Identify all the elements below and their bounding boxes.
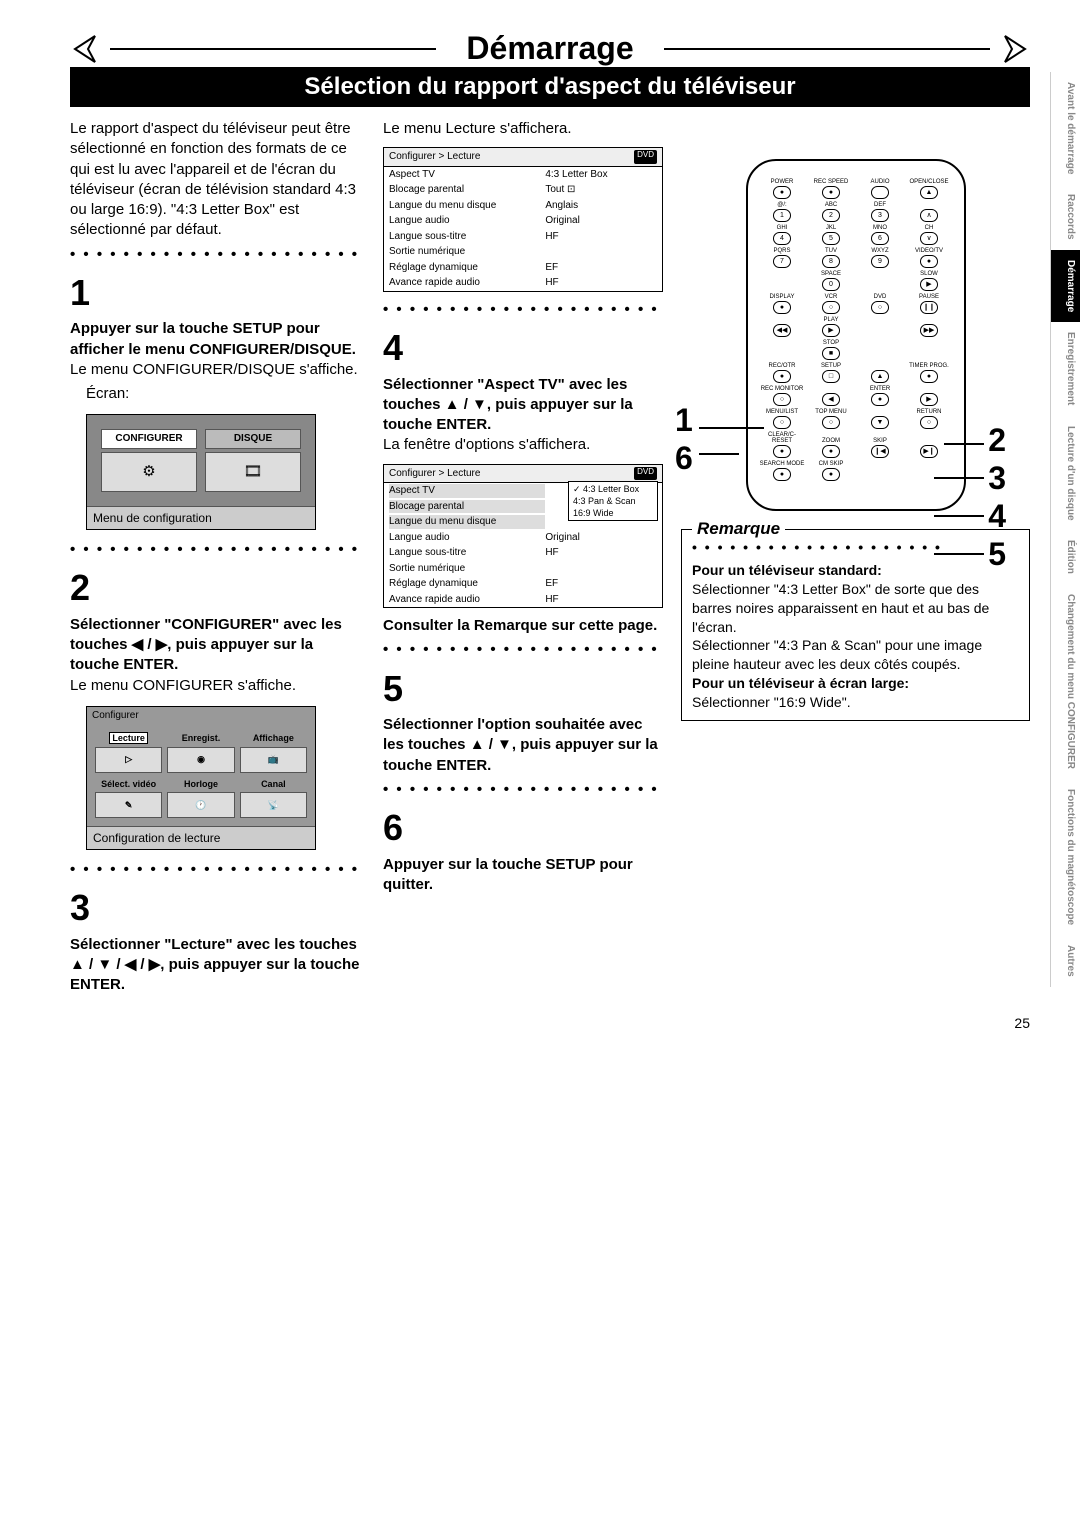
remarque-title: Remarque xyxy=(692,518,785,541)
remote-button: PLAY▶ xyxy=(809,317,854,337)
remote-button: ∧ xyxy=(907,208,952,222)
remote-button: ◀ xyxy=(809,392,854,406)
column-2: Le menu Lecture s'affichera. Configurer … xyxy=(383,119,663,995)
remote-button: DEF3 xyxy=(858,202,903,222)
page-number: 25 xyxy=(70,1015,1030,1031)
step-2-instruction: Sélectionner "CONFIGURER" avec les touch… xyxy=(70,615,365,676)
remote-button: SEARCH MODE● xyxy=(760,461,805,481)
remote-button: @/:1 xyxy=(760,202,805,222)
side-tab: Autres xyxy=(1050,935,1080,987)
step-4-instruction: Sélectionner "Aspect TV" avec les touche… xyxy=(383,375,663,436)
step-6-instruction: Appuyer sur la touche SETUP pour quitter… xyxy=(383,855,663,896)
remote-button: REC MONITOR○ xyxy=(760,386,805,406)
side-tab: Lecture d'un disque xyxy=(1050,416,1080,531)
remote-button: ▶❙ xyxy=(907,444,952,458)
side-tab: Raccords xyxy=(1050,184,1080,250)
side-tab: Démarrage xyxy=(1050,250,1080,322)
step-5-instruction: Sélectionner l'option souhaitée avec les… xyxy=(383,715,663,776)
side-tab: Enregistrement xyxy=(1050,322,1080,415)
remote-button: STOP■ xyxy=(809,340,854,360)
intro-text: Le rapport d'aspect du téléviseur peut ê… xyxy=(70,119,365,241)
remote-button: RETURN○ xyxy=(907,409,952,429)
remote-button: DVD○ xyxy=(858,294,903,314)
remote-button: ▶ xyxy=(907,392,952,406)
side-tab: Fonctions du magnétoscope xyxy=(1050,779,1080,935)
remote-button: JKL5 xyxy=(809,225,854,245)
ecran-label: Écran: xyxy=(86,384,365,404)
remote-button: ABC2 xyxy=(809,202,854,222)
consult-note: Consulter la Remarque sur cette page. xyxy=(383,616,663,636)
col2-intro: Le menu Lecture s'affichera. xyxy=(383,119,663,139)
step-4-text: La fenêtre d'options s'affichera. xyxy=(383,435,663,455)
remarque-box: Remarque • • • • • • • • • • • • • • • •… xyxy=(681,529,1030,721)
remote-button: ENTER● xyxy=(858,386,903,406)
remote-button: ▶▶ xyxy=(907,323,952,337)
side-tab: Changement du menu CONFIGURER xyxy=(1050,584,1080,779)
step-6-number: 6 xyxy=(383,804,663,853)
step-2-text: Le menu CONFIGURER s'affiche. xyxy=(70,676,365,696)
remote-control: POWER●REC SPEED●AUDIOOPEN/CLOSE▲ @/:1ABC2… xyxy=(746,159,966,511)
remote-button: CM SKIP● xyxy=(809,461,854,481)
remote-button: MNO6 xyxy=(858,225,903,245)
remote-button: TIMER PROG.● xyxy=(907,363,952,383)
step-2-number: 2 xyxy=(70,564,365,613)
callout-2: 2 xyxy=(988,419,1006,462)
main-title: Démarrage xyxy=(446,30,653,67)
remote-button: POWER● xyxy=(760,179,805,199)
remote-button: ▼ xyxy=(858,415,903,429)
menu-lecture-2: Configurer > Lecture DVD Aspect TVBlocag… xyxy=(383,464,663,609)
callout-3: 3 xyxy=(988,457,1006,500)
step-1-number: 1 xyxy=(70,269,365,318)
remote-button: TOP MENU○ xyxy=(809,409,854,429)
remote-button: SETUP□ xyxy=(809,363,854,383)
remote-button: AUDIO xyxy=(858,179,903,199)
step-1-instruction: Appuyer sur la touche SETUP pour affiche… xyxy=(70,319,365,360)
remote-button: VCR○ xyxy=(809,294,854,314)
side-tab: Édition xyxy=(1050,530,1080,584)
remote-button: CLEAR/C-RESET● xyxy=(760,432,805,458)
remote-button: PAUSE❙❙ xyxy=(907,294,952,314)
remote-button: TUV8 xyxy=(809,248,854,268)
remote-button: ▲ xyxy=(858,369,903,383)
callout-1: 1 xyxy=(675,399,693,442)
remote-button: OPEN/CLOSE▲ xyxy=(907,179,952,199)
remote-button: ZOOM● xyxy=(809,438,854,458)
remote-button: GHI4 xyxy=(760,225,805,245)
step-3-instruction: Sélectionner "Lecture" avec les touches … xyxy=(70,935,365,996)
step-1-text: Le menu CONFIGURER/DISQUE s'affiche. xyxy=(70,360,365,380)
side-tab: Avant le démarrage xyxy=(1050,72,1080,184)
remote-button: ◀◀ xyxy=(760,323,805,337)
column-3: 1 6 2 3 4 5 POWER●REC SPEED●AUDIOOPEN/CL… xyxy=(681,119,1030,995)
remote-button: REC/OTR● xyxy=(760,363,805,383)
step-3-number: 3 xyxy=(70,884,365,933)
remote-button: SPACE0 xyxy=(809,271,854,291)
remote-button: SKIP❙◀ xyxy=(858,438,903,458)
remote-button: CH∨ xyxy=(907,225,952,245)
divider: • • • • • • • • • • • • • • • • • • • • … xyxy=(70,245,365,265)
callout-6: 6 xyxy=(675,437,693,480)
screen-configurer: Configurer Lecture▷ Enregist.◉ Affichage… xyxy=(86,706,316,850)
column-1: Le rapport d'aspect du téléviseur peut ê… xyxy=(70,119,365,995)
menu-lecture-1: Configurer > Lecture DVD Aspect TV4:3 Le… xyxy=(383,147,663,292)
step-5-number: 5 xyxy=(383,665,663,714)
remote-button: SLOW▶ xyxy=(907,271,952,291)
remote-button: MENU/LIST○ xyxy=(760,409,805,429)
screen-configurer-disque: CONFIGURER ⚙ DISQUE 🎞 Menu de configurat… xyxy=(86,414,316,530)
step-4-number: 4 xyxy=(383,324,663,373)
remote-button: WXYZ9 xyxy=(858,248,903,268)
subtitle: Sélection du rapport d'aspect du télévis… xyxy=(70,67,1030,107)
remote-button: PQRS7 xyxy=(760,248,805,268)
remote-button: DISPLAY● xyxy=(760,294,805,314)
title-banner: Démarrage xyxy=(70,30,1030,67)
remote-button: VIDEO/TV● xyxy=(907,248,952,268)
remote-button: REC SPEED● xyxy=(809,179,854,199)
